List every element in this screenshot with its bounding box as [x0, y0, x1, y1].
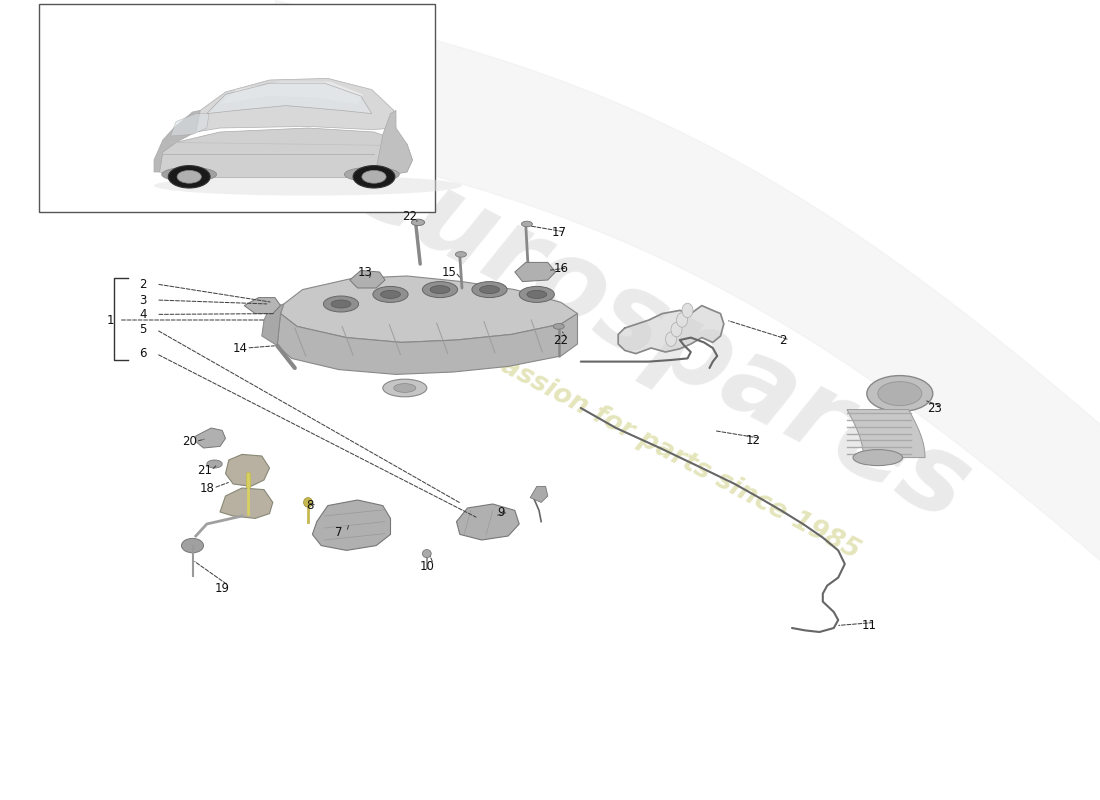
Ellipse shape [666, 332, 676, 346]
Polygon shape [374, 110, 412, 178]
Text: 8: 8 [307, 499, 314, 512]
Polygon shape [154, 110, 200, 172]
Ellipse shape [381, 290, 400, 298]
Ellipse shape [527, 290, 547, 298]
Polygon shape [456, 504, 519, 540]
Text: 17: 17 [551, 226, 566, 238]
Text: 21: 21 [197, 464, 212, 477]
Ellipse shape [177, 170, 201, 183]
Ellipse shape [422, 282, 458, 298]
Text: 14: 14 [232, 342, 248, 354]
Polygon shape [207, 83, 372, 114]
Ellipse shape [422, 550, 431, 558]
Ellipse shape [411, 219, 425, 226]
Ellipse shape [878, 382, 922, 406]
Ellipse shape [154, 176, 462, 196]
Ellipse shape [207, 460, 222, 468]
Polygon shape [262, 304, 284, 346]
Text: eurospares: eurospares [332, 128, 988, 544]
Text: 22: 22 [402, 210, 417, 222]
Polygon shape [618, 306, 724, 354]
Text: 6: 6 [140, 347, 146, 360]
Text: 10: 10 [419, 560, 435, 573]
Polygon shape [170, 114, 209, 136]
Ellipse shape [867, 376, 933, 411]
Text: 3: 3 [140, 294, 146, 306]
Ellipse shape [671, 322, 682, 337]
Text: 23: 23 [927, 402, 943, 414]
Polygon shape [226, 454, 270, 486]
Ellipse shape [676, 313, 688, 327]
Polygon shape [350, 270, 385, 288]
Polygon shape [196, 428, 225, 448]
Text: 9: 9 [497, 506, 504, 518]
Text: 7: 7 [336, 526, 342, 538]
Polygon shape [847, 410, 925, 458]
Ellipse shape [162, 167, 217, 182]
Text: 2: 2 [140, 278, 146, 290]
Ellipse shape [323, 296, 359, 312]
Polygon shape [312, 500, 390, 550]
Ellipse shape [182, 538, 204, 553]
Polygon shape [196, 78, 396, 132]
Ellipse shape [394, 384, 416, 392]
Ellipse shape [344, 167, 399, 182]
Ellipse shape [373, 286, 408, 302]
Polygon shape [530, 486, 548, 502]
Text: a passion for parts since 1985: a passion for parts since 1985 [455, 331, 865, 565]
Ellipse shape [331, 300, 351, 308]
Ellipse shape [455, 251, 466, 257]
Ellipse shape [472, 282, 507, 298]
Text: 16: 16 [553, 262, 569, 274]
Text: 20: 20 [182, 435, 197, 448]
Bar [39, 4, 434, 212]
Ellipse shape [854, 450, 903, 466]
Text: 13: 13 [358, 266, 373, 278]
Text: 12: 12 [746, 434, 761, 446]
Text: 22: 22 [553, 334, 569, 346]
Polygon shape [277, 314, 578, 374]
Ellipse shape [362, 170, 386, 183]
Ellipse shape [168, 166, 210, 188]
Polygon shape [220, 488, 273, 518]
Text: 5: 5 [140, 323, 146, 336]
Ellipse shape [353, 166, 395, 188]
Polygon shape [244, 298, 280, 314]
Text: 1: 1 [107, 314, 113, 326]
Text: 4: 4 [140, 308, 146, 321]
Text: 19: 19 [214, 582, 230, 594]
Ellipse shape [553, 323, 564, 330]
Ellipse shape [304, 498, 312, 507]
Ellipse shape [430, 286, 450, 294]
Ellipse shape [519, 286, 554, 302]
Text: 2: 2 [780, 334, 786, 346]
Text: 18: 18 [199, 482, 214, 494]
Polygon shape [280, 276, 578, 342]
Ellipse shape [521, 222, 532, 227]
Ellipse shape [480, 286, 499, 294]
Polygon shape [515, 262, 556, 282]
Ellipse shape [682, 303, 693, 318]
Polygon shape [220, 82, 363, 104]
Text: 11: 11 [861, 619, 877, 632]
Ellipse shape [383, 379, 427, 397]
Text: 15: 15 [441, 266, 456, 278]
Polygon shape [160, 128, 412, 178]
